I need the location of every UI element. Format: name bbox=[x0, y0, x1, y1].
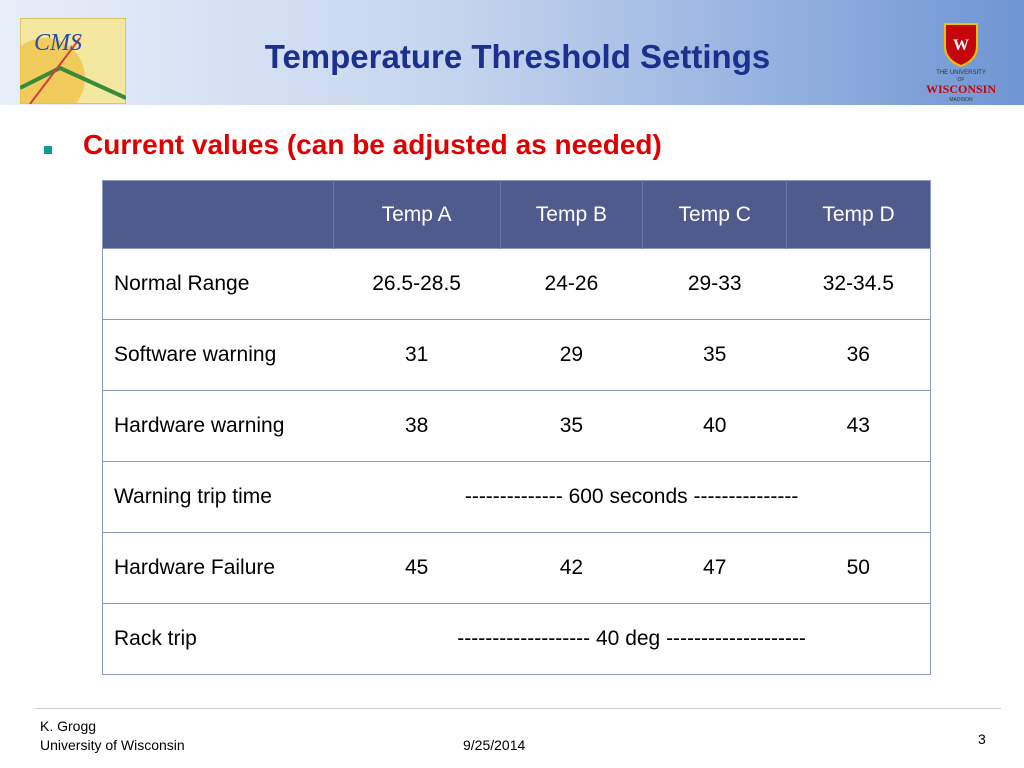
table-row: Hardware Failure 45 42 47 50 bbox=[102, 532, 931, 604]
logo-line: THE UNIVERSITY bbox=[936, 70, 986, 76]
column-header: Temp C bbox=[642, 180, 787, 249]
header-band bbox=[0, 0, 1024, 105]
wisconsin-logo: W THE UNIVERSITY OF WISCONSIN MADISON bbox=[926, 23, 996, 103]
header-corner bbox=[102, 180, 334, 249]
footer-line bbox=[35, 708, 1001, 709]
row-label: Rack trip bbox=[102, 603, 334, 675]
page-number: 3 bbox=[978, 731, 986, 747]
table-row: Hardware warning 38 35 40 43 bbox=[102, 390, 931, 462]
row-label: Normal Range bbox=[102, 248, 334, 320]
footer-author: K. Grogg bbox=[40, 718, 97, 734]
table-row: Normal Range 26.5-28.5 24-26 29-33 32-34.5 bbox=[102, 248, 931, 320]
cell: 40 bbox=[642, 390, 787, 462]
column-header: Temp A bbox=[332, 180, 500, 249]
header-row: Temp A Temp B Temp C Temp D bbox=[102, 180, 931, 249]
logo-line: MADISON bbox=[949, 97, 973, 103]
cell: 43 bbox=[786, 390, 931, 462]
row-label: Hardware Failure bbox=[102, 532, 334, 604]
cell: 32-34.5 bbox=[786, 248, 931, 320]
cell: -------------- 600 seconds -------------… bbox=[333, 461, 931, 533]
footer-affiliation: University of Wisconsin bbox=[40, 737, 185, 753]
cell: 50 bbox=[786, 532, 931, 604]
cell: 45 bbox=[333, 532, 500, 604]
cell: 42 bbox=[500, 532, 643, 604]
cell: ------------------- 40 deg -------------… bbox=[333, 603, 931, 675]
slide-title: Temperature Threshold Settings bbox=[264, 38, 771, 75]
cell: 35 bbox=[500, 390, 643, 462]
cell: 47 bbox=[642, 532, 787, 604]
threshold-table: Temp A Temp B Temp C Temp D Normal Range 26.… bbox=[102, 180, 931, 675]
table-row: Rack trip ------------------- 40 deg ----… bbox=[102, 603, 931, 675]
cell: 29-33 bbox=[642, 248, 787, 320]
table-row: Warning trip time -------------- 600 seco… bbox=[102, 461, 931, 533]
cell: 35 bbox=[642, 319, 787, 391]
cell: 36 bbox=[786, 319, 931, 391]
row-label: Hardware warning bbox=[102, 390, 334, 462]
row-label: Software warning bbox=[102, 319, 334, 391]
cell: 31 bbox=[333, 319, 500, 391]
cell: 26.5-28.5 bbox=[333, 248, 500, 320]
cms-logo: CMS bbox=[20, 18, 126, 104]
cms-logo-text: CMS bbox=[34, 30, 82, 56]
logo-line: WISCONSIN bbox=[926, 82, 996, 96]
row-label: Warning trip time bbox=[102, 461, 334, 533]
table-row: Software warning 31 29 35 36 bbox=[102, 319, 931, 391]
svg-text:W: W bbox=[953, 37, 969, 54]
logo-line: OF bbox=[958, 77, 965, 83]
bullet-text: Current values (can be adjusted as neede… bbox=[83, 129, 662, 160]
bullet-marker bbox=[44, 146, 52, 154]
cell: 24-26 bbox=[500, 248, 643, 320]
cell: 38 bbox=[333, 390, 500, 462]
cell: 29 bbox=[500, 319, 643, 391]
footer-date: 9/25/2014 bbox=[463, 737, 526, 753]
column-header: Temp D bbox=[786, 180, 931, 249]
column-header: Temp B bbox=[499, 180, 643, 249]
